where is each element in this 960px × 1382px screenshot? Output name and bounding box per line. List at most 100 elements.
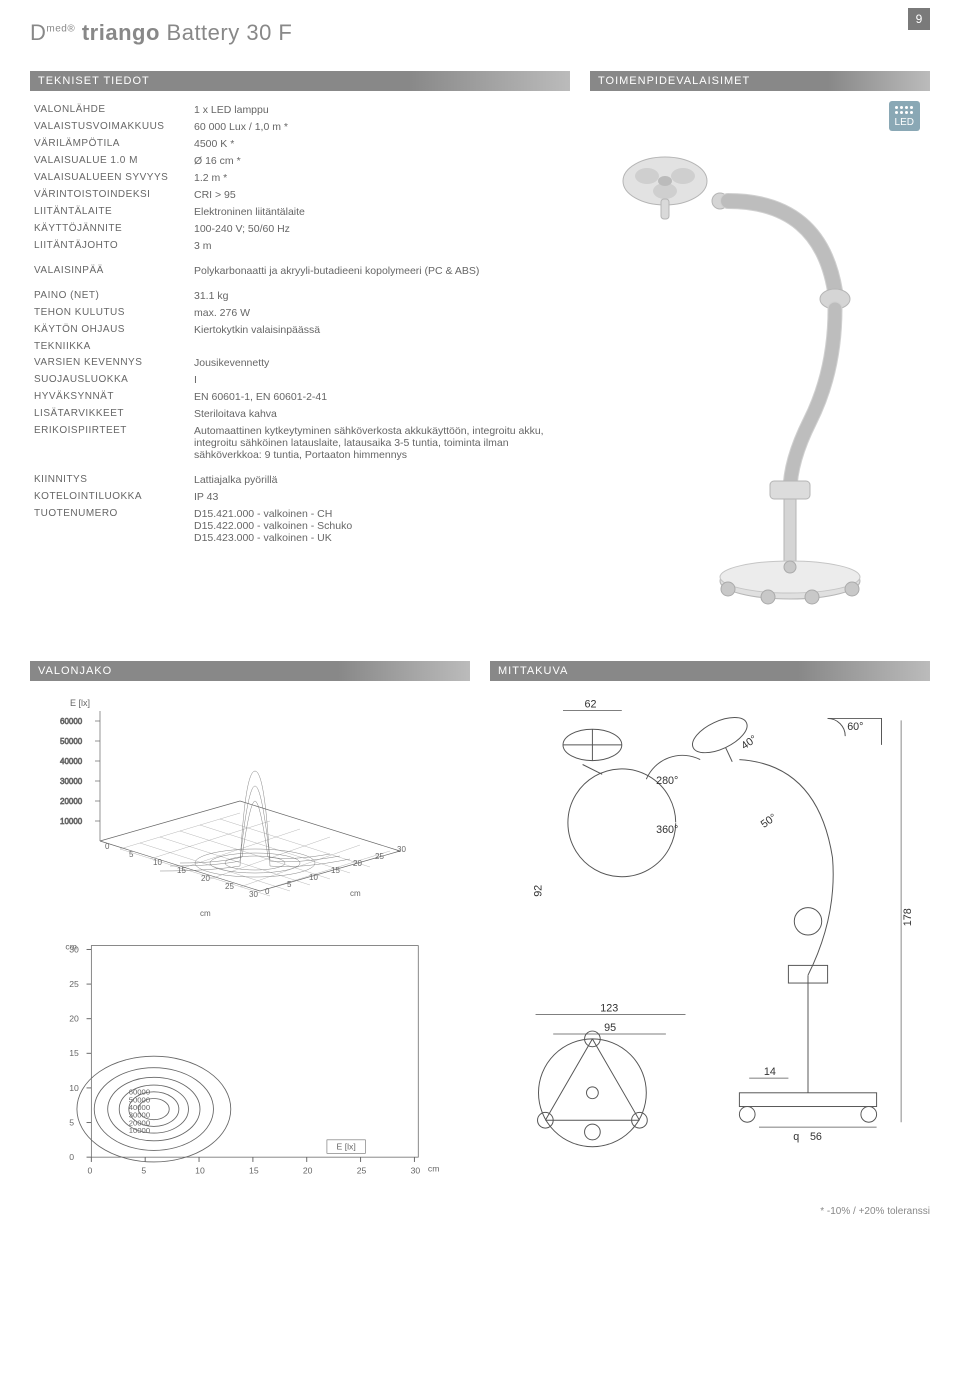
title-brand: D (30, 20, 46, 45)
spec-row: VALAISINPÄÄPolykarbonaatti ja akryyli-bu… (30, 262, 570, 279)
dim-q56: 56 (810, 1131, 822, 1143)
spec-value: Kiertokytkin valaisinpäässä (190, 321, 570, 338)
spec-label: HYVÄKSYNNÄT (30, 388, 190, 405)
svg-text:25: 25 (375, 852, 384, 861)
svg-text:10: 10 (69, 1083, 79, 1093)
svg-text:0: 0 (88, 1166, 93, 1176)
spec-row: TEKNIIKKA (30, 338, 570, 354)
spec-row: TEHON KULUTUSmax. 276 W (30, 304, 570, 321)
spec-label: VALAISUALUE 1.0 M (30, 152, 190, 169)
svg-text:10: 10 (309, 873, 318, 882)
spec-row: SUOJAUSLUOKKAI (30, 371, 570, 388)
spec-row: ERIKOISPIIRTEETAutomaattinen kytkeytymin… (30, 422, 570, 463)
dimension-drawing: 62 280° 40° 60° 360° 50° 92 178 123 95 1… (490, 691, 930, 1181)
spec-label: VALAISUALUEEN SYVYYS (30, 169, 190, 186)
svg-text:5: 5 (141, 1166, 146, 1176)
spec-value: Ø 16 cm * (190, 152, 570, 169)
contour-xunit: cm (428, 1164, 440, 1174)
spec-label: TEKNIIKKA (30, 338, 190, 354)
svg-text:0: 0 (69, 1152, 74, 1162)
spec-value: CRI > 95 (190, 186, 570, 203)
svg-text:40000: 40000 (60, 757, 83, 766)
dim-62: 62 (585, 699, 597, 711)
spec-row: VÄRINTOISTOINDEKSICRI > 95 (30, 186, 570, 203)
spec-row: LISÄTARVIKKEETSteriloitava kahva (30, 405, 570, 422)
spec-label: KIINNITYS (30, 471, 190, 488)
svg-text:30: 30 (397, 845, 406, 854)
spec-row: VARSIEN KEVENNYSJousikevennetty (30, 354, 570, 371)
contour-chart: 302520151050 051015202530 cm cm 60000500… (30, 936, 470, 1186)
spec-value: D15.421.000 - valkoinen - CH D15.422.000… (190, 505, 570, 546)
svg-text:20: 20 (201, 874, 210, 883)
led-label: LED (895, 117, 914, 128)
spec-value (190, 338, 570, 354)
spec-value: Jousikevennetty (190, 354, 570, 371)
svg-text:20: 20 (303, 1166, 313, 1176)
spec-label: PAINO (NET) (30, 287, 190, 304)
product-image (590, 141, 930, 621)
surf-unit-b: cm (350, 889, 361, 898)
dim-95: 95 (604, 1022, 616, 1034)
svg-text:25: 25 (357, 1166, 367, 1176)
dim-60: 60° (847, 721, 863, 733)
spec-row: KIINNITYSLattiajalka pyörillä (30, 471, 570, 488)
spec-value: max. 276 W (190, 304, 570, 321)
svg-text:15: 15 (331, 866, 340, 875)
spec-row: VALONLÄHDE1 x LED lamppu (30, 101, 570, 118)
right-header: TOIMENPIDEVALAISIMET (590, 71, 930, 91)
svg-text:10000: 10000 (60, 817, 83, 826)
footnote: * -10% / +20% toleranssi (30, 1206, 930, 1217)
dim-360: 360° (656, 824, 678, 836)
svg-text:5: 5 (287, 880, 292, 889)
spec-value: 1.2 m * (190, 169, 570, 186)
svg-text:15: 15 (69, 1048, 79, 1058)
spec-label: KÄYTTÖJÄNNITE (30, 220, 190, 237)
dim-14: 14 (764, 1066, 776, 1078)
svg-text:60000: 60000 (60, 717, 83, 726)
spec-value: Elektroninen liitäntälaite (190, 203, 570, 220)
dim-92: 92 (532, 885, 544, 897)
page-title: Dmed® triango Battery 30 F (30, 20, 930, 46)
svg-text:5: 5 (69, 1117, 74, 1127)
svg-text:0: 0 (105, 842, 110, 851)
surf-unit-a: cm (200, 909, 211, 918)
contour-yunit: cm (65, 941, 77, 951)
spec-row: LIITÄNTÄLAITEElektroninen liitäntälaite (30, 203, 570, 220)
dim-q-prefix: q (793, 1131, 799, 1143)
specs-table: VALONLÄHDE1 x LED lamppuVALAISTUSVOIMAKK… (30, 101, 570, 546)
svg-text:10000: 10000 (129, 1126, 150, 1135)
dim-178: 178 (902, 908, 914, 926)
spec-value: 1 x LED lamppu (190, 101, 570, 118)
dim-123: 123 (600, 1002, 618, 1014)
spec-value: IP 43 (190, 488, 570, 505)
spec-row: TUOTENUMEROD15.421.000 - valkoinen - CH … (30, 505, 570, 546)
spec-label: LIITÄNTÄJOHTO (30, 237, 190, 254)
svg-text:20: 20 (69, 1014, 79, 1024)
dim-50: 50° (759, 811, 779, 830)
surf-ylabel: E [lx] (70, 698, 90, 708)
spec-label: VALAISTUSVOIMAKKUUS (30, 118, 190, 135)
title-sup: med® (46, 24, 75, 35)
svg-text:10: 10 (195, 1166, 205, 1176)
svg-text:10: 10 (153, 858, 162, 867)
spec-row: VALAISTUSVOIMAKKUUS60 000 Lux / 1,0 m * (30, 118, 570, 135)
svg-text:50000: 50000 (60, 737, 83, 746)
svg-text:15: 15 (177, 866, 186, 875)
light-dist-header: VALONJAKO (30, 661, 470, 681)
spec-row: LIITÄNTÄJOHTO3 m (30, 237, 570, 254)
spec-row: KOTELOINTILUOKKAIP 43 (30, 488, 570, 505)
spec-value: Steriloitava kahva (190, 405, 570, 422)
svg-text:30: 30 (249, 890, 258, 899)
spec-label: VARSIEN KEVENNYS (30, 354, 190, 371)
spec-label: KOTELOINTILUOKKA (30, 488, 190, 505)
spec-label: VALONLÄHDE (30, 101, 190, 118)
spec-label: VALAISINPÄÄ (30, 262, 190, 279)
spec-label: TUOTENUMERO (30, 505, 190, 546)
specs-header: TEKNISET TIEDOT (30, 71, 570, 91)
svg-text:30: 30 (411, 1166, 421, 1176)
spec-row: VALAISUALUEEN SYVYYS1.2 m * (30, 169, 570, 186)
spec-row: PAINO (NET)31.1 kg (30, 287, 570, 304)
spec-value: 31.1 kg (190, 287, 570, 304)
svg-text:0: 0 (265, 887, 270, 896)
spec-value: I (190, 371, 570, 388)
